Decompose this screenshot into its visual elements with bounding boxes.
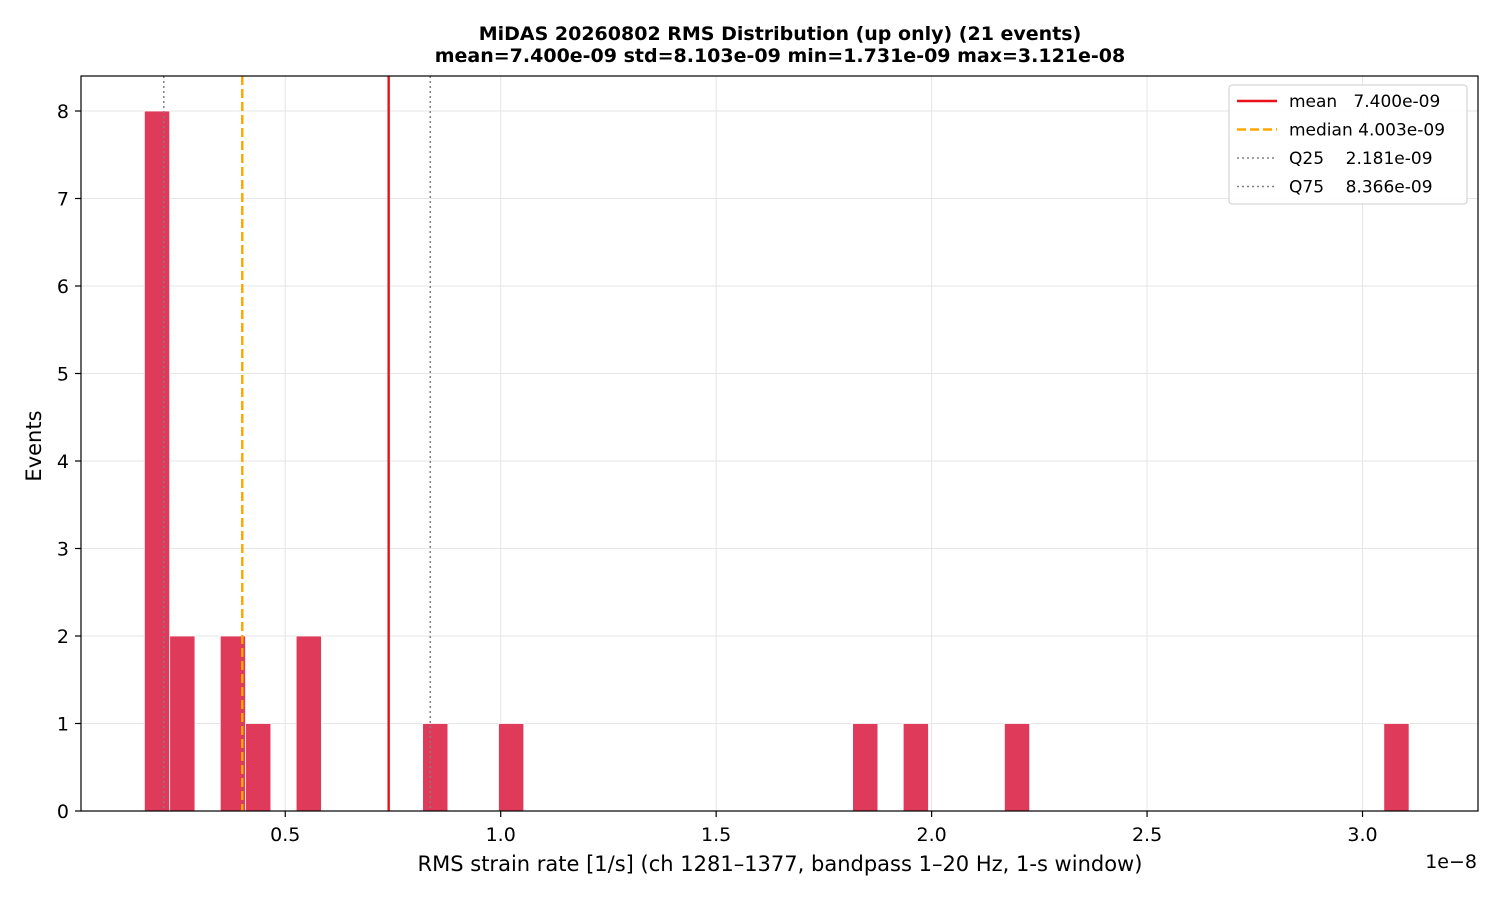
legend: mean 7.400e-09 median 4.003e-09 Q25 2.181e… — [1228, 84, 1468, 205]
histogram-bar — [498, 723, 525, 812]
y-tick-label: 8 — [57, 101, 69, 123]
legend-median-label: median 4.003e-09 — [1289, 121, 1445, 141]
legend-mean-label: mean 7.400e-09 — [1289, 92, 1440, 112]
y-tick-label: 3 — [57, 539, 69, 561]
x-axis-offset-label: 1e−8 — [1425, 851, 1477, 873]
y-axis-ticks: 0 1 2 3 4 5 6 7 8 — [57, 101, 81, 823]
y-tick-label: 5 — [57, 364, 69, 386]
x-tick-label: 0.5 — [270, 824, 300, 846]
x-tick-label: 2.0 — [917, 824, 947, 846]
plot-area-frame — [80, 75, 1479, 812]
x-tick-label: 2.5 — [1132, 824, 1162, 846]
histogram-bar — [295, 635, 322, 812]
y-tick-label: 6 — [57, 276, 69, 298]
y-axis-label: Events — [22, 410, 46, 481]
histogram-bar — [245, 723, 272, 812]
chart-title-line2: mean=7.400e-09 std=8.103e-09 min=1.731e-… — [435, 45, 1126, 67]
histogram-bar — [1383, 723, 1410, 812]
y-tick-label: 4 — [57, 451, 69, 473]
x-tick-label: 3.0 — [1347, 824, 1377, 846]
reference-lines — [163, 76, 432, 811]
x-tick-label: 1.5 — [701, 824, 731, 846]
y-tick-label: 7 — [57, 189, 69, 211]
y-tick-label: 2 — [57, 626, 69, 648]
histogram-bar — [169, 635, 196, 812]
histogram-bar — [1003, 723, 1031, 812]
y-tick-label: 1 — [57, 714, 69, 736]
y-tick-label: 0 — [57, 801, 69, 823]
legend-Q25-label: Q25 2.181e-09 — [1289, 149, 1433, 169]
histogram-bar — [422, 723, 449, 812]
x-axis-label: RMS strain rate [1/s] (ch 1281–1377, ban… — [418, 852, 1143, 876]
x-tick-label: 1.0 — [486, 824, 516, 846]
histogram-bar — [902, 723, 929, 812]
histogram-bar — [852, 723, 879, 812]
legend-box — [1228, 84, 1468, 205]
x-axis-ticks: 0.5 1.0 1.5 2.0 2.5 3.0 — [270, 811, 1378, 846]
histogram-bar — [143, 110, 171, 812]
chart-title-line1: MiDAS 20260802 RMS Distribution (up only… — [479, 23, 1082, 45]
legend-Q75-label: Q75 8.366e-09 — [1289, 178, 1433, 198]
